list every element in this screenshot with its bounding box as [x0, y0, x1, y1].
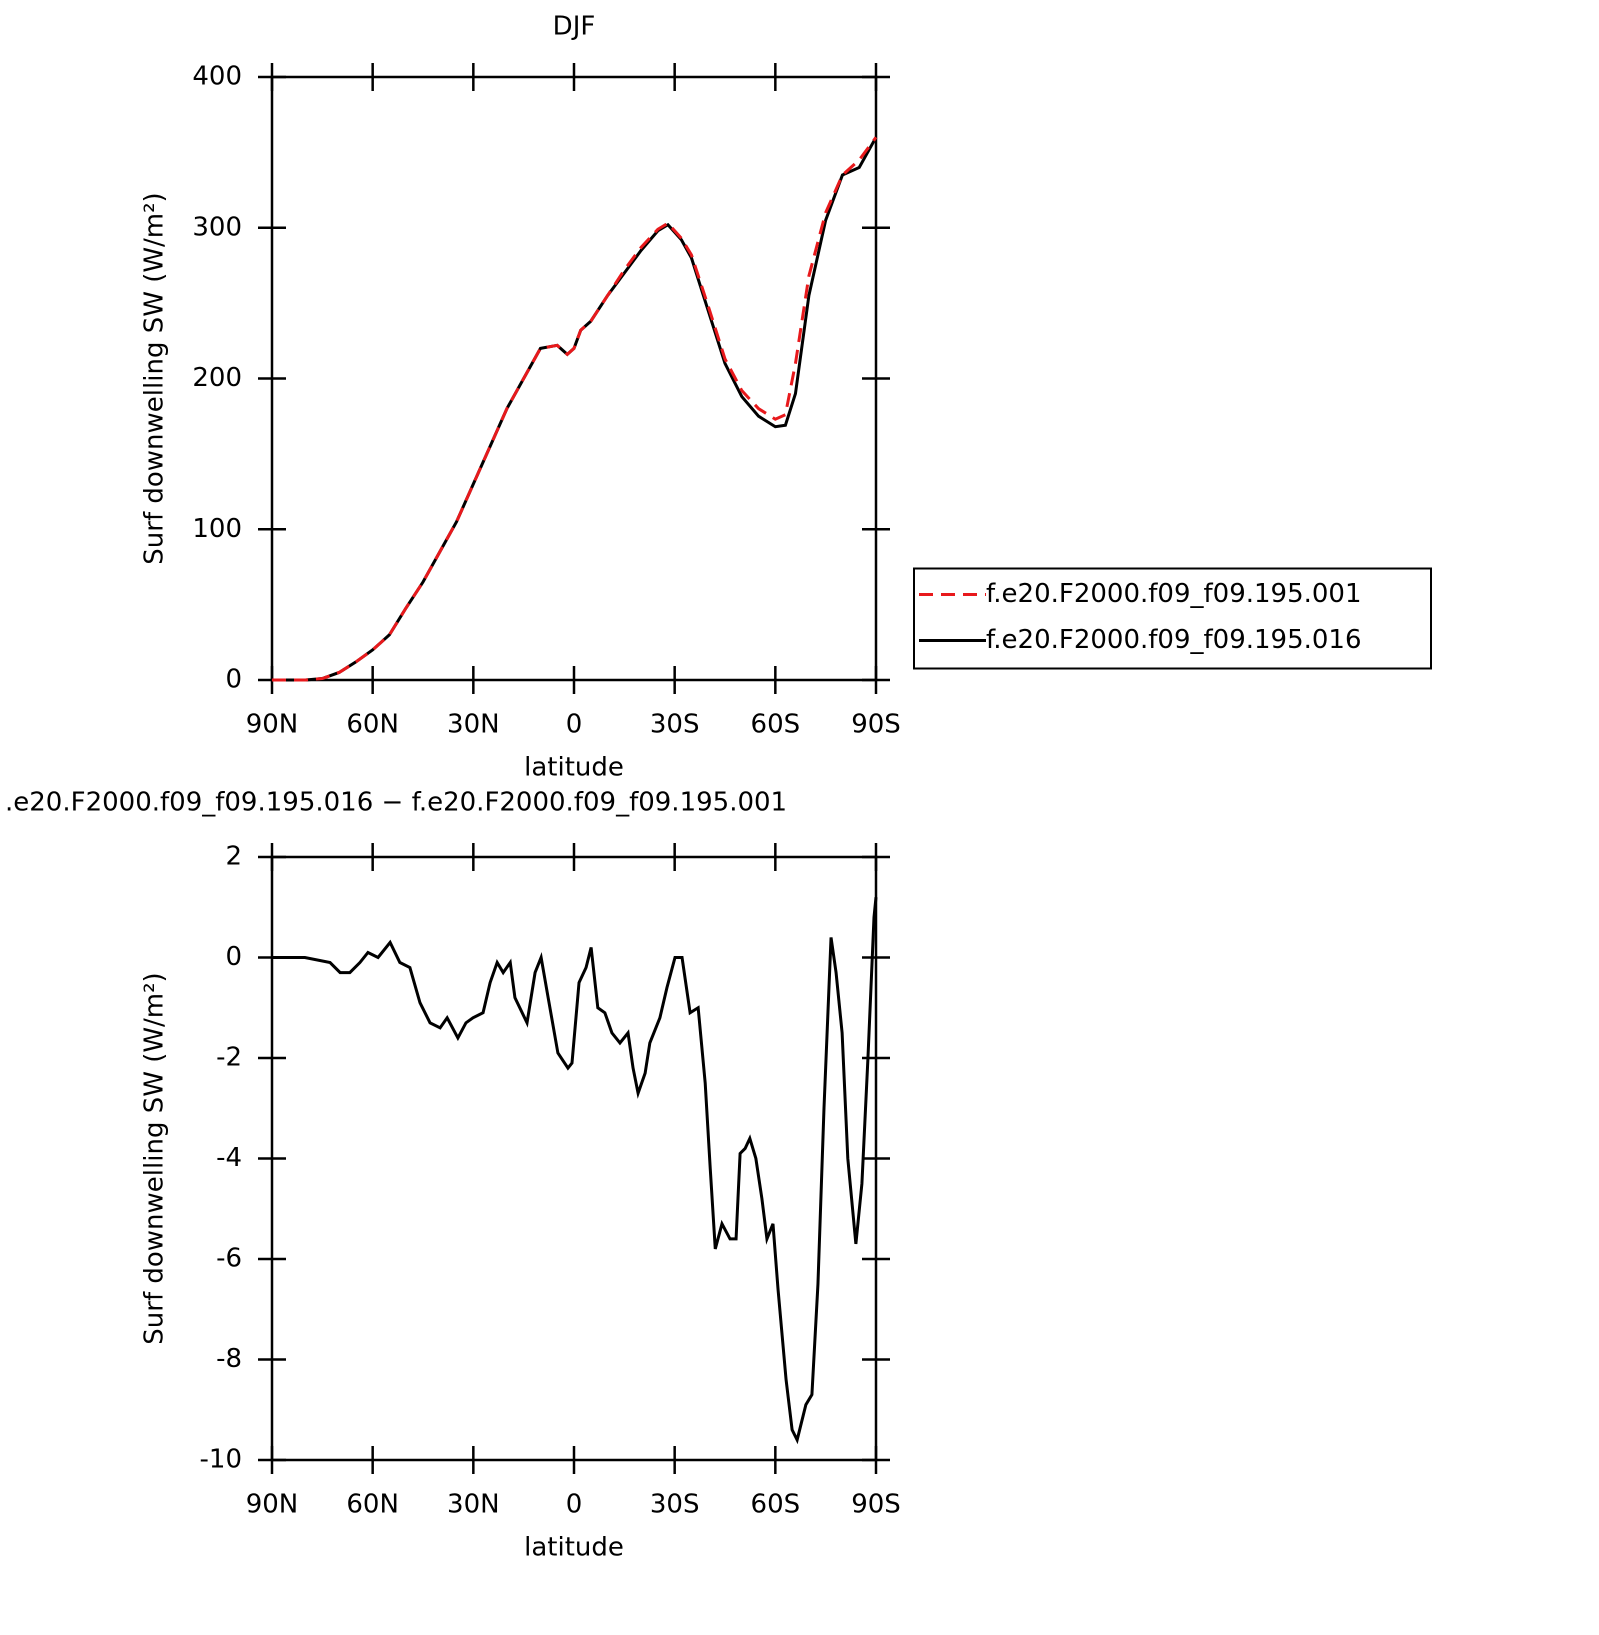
chart-title: .e20.F2000.f09_f09.195.016 − f.e20.F2000… — [5, 788, 787, 818]
legend-label: f.e20.F2000.f09_f09.195.016 — [986, 625, 1362, 655]
x-tick-label: 90N — [246, 1490, 299, 1520]
plot-frame — [270, 75, 878, 682]
y-tick-label: -6 — [216, 1244, 242, 1274]
x-tick-label: 60N — [346, 710, 399, 740]
x-tick-label: 30S — [650, 710, 700, 740]
x-tick-label: 60S — [751, 710, 801, 740]
y-tick-label: 200 — [192, 363, 242, 393]
y-tick-label: -4 — [216, 1143, 242, 1173]
x-tick-label: 30S — [650, 1490, 700, 1520]
data-line — [272, 136, 878, 682]
x-axis-label: latitude — [524, 753, 624, 783]
x-tick-label: 30N — [447, 1490, 500, 1520]
chart-title: DJF — [553, 12, 596, 42]
x-tick-label: 60S — [751, 1490, 801, 1520]
y-tick-label: 0 — [225, 942, 242, 972]
x-tick-label: 90N — [246, 710, 299, 740]
y-tick-label: -8 — [216, 1344, 242, 1374]
data-line — [272, 136, 878, 682]
x-axis-label: latitude — [524, 1533, 624, 1563]
y-axis-label: Surf downwelling SW (W/m²) — [140, 972, 170, 1344]
x-tick-label: 0 — [566, 1490, 583, 1520]
y-tick-label: 0 — [225, 665, 242, 695]
x-tick-label: 90S — [851, 710, 901, 740]
y-tick-label: 300 — [192, 212, 242, 242]
x-tick-label: 30N — [447, 710, 500, 740]
y-tick-label: -2 — [216, 1043, 242, 1073]
y-axis-label: Surf downwelling SW (W/m²) — [140, 192, 170, 564]
x-tick-label: 0 — [566, 710, 583, 740]
y-tick-label: 400 — [192, 62, 242, 92]
legend-label: f.e20.F2000.f09_f09.195.001 — [986, 579, 1362, 609]
y-tick-label: -10 — [200, 1445, 242, 1475]
legend-box — [913, 567, 1432, 670]
y-tick-label: 2 — [225, 842, 242, 872]
x-tick-label: 60N — [346, 1490, 399, 1520]
x-tick-label: 90S — [851, 1490, 901, 1520]
data-line — [272, 897, 878, 1445]
y-tick-label: 100 — [192, 514, 242, 544]
